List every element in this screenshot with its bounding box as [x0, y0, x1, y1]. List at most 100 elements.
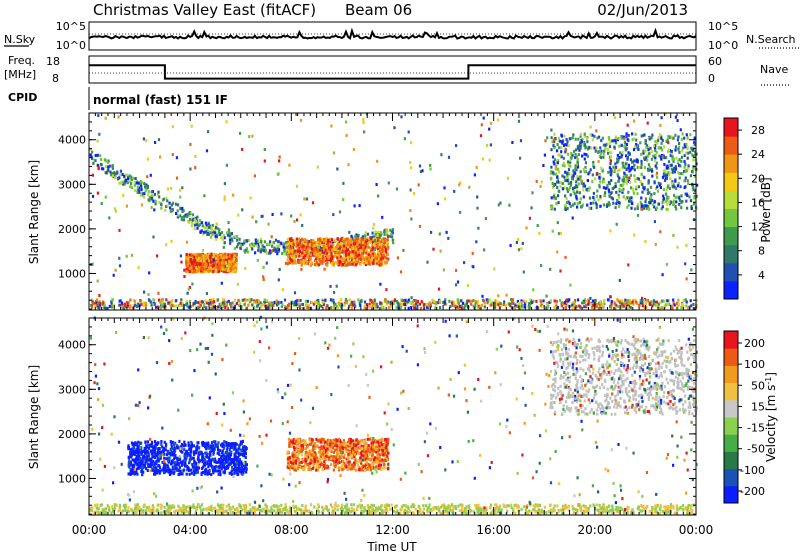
data-cell — [283, 248, 286, 252]
data-cell — [379, 282, 382, 286]
data-cell — [293, 291, 297, 295]
data-cell — [226, 264, 229, 268]
data-cell — [295, 303, 298, 306]
data-cell — [387, 306, 390, 310]
data-cell — [246, 250, 250, 254]
data-cell — [223, 195, 226, 199]
data-cell — [613, 139, 616, 143]
data-cell — [277, 278, 280, 282]
data-cell — [391, 235, 394, 239]
data-cell — [601, 136, 604, 140]
data-cell — [684, 145, 687, 149]
data-cell — [162, 197, 165, 201]
data-cell — [129, 298, 132, 302]
data-cell — [649, 168, 652, 172]
data-cell — [184, 213, 187, 217]
data-cell — [337, 301, 340, 305]
data-cell — [368, 302, 371, 306]
data-cell — [580, 140, 583, 144]
data-cell — [499, 301, 502, 305]
data-cell — [186, 257, 190, 261]
data-cell — [626, 205, 629, 209]
data-cell — [199, 256, 202, 260]
data-cell — [362, 250, 365, 254]
data-cell — [91, 173, 94, 177]
data-cell — [96, 191, 99, 195]
data-cell — [416, 302, 419, 306]
data-cell — [539, 184, 542, 188]
data-cell — [443, 300, 446, 304]
data-cell — [225, 303, 228, 307]
data-cell — [188, 299, 191, 303]
data-cell — [583, 140, 586, 144]
data-cell — [351, 250, 354, 254]
data-cell — [210, 226, 213, 230]
data-cell — [655, 161, 658, 165]
data-cell — [640, 203, 643, 206]
data-cell — [654, 164, 657, 168]
data-cell — [405, 300, 408, 304]
data-cell — [133, 304, 136, 308]
data-cell — [572, 133, 575, 137]
data-cell — [147, 190, 150, 194]
data-cell — [670, 135, 673, 139]
data-cell — [558, 190, 561, 194]
data-cell — [128, 180, 132, 184]
data-cell — [278, 244, 281, 248]
data-cell — [360, 299, 363, 303]
data-cell — [360, 258, 363, 262]
data-cell — [666, 185, 669, 189]
data-cell — [196, 215, 199, 219]
data-cell — [118, 303, 121, 307]
data-cell — [130, 186, 133, 190]
data-cell — [567, 168, 571, 172]
data-cell — [619, 151, 622, 155]
data-cell — [127, 177, 130, 181]
data-cell — [332, 255, 335, 259]
data-cell — [560, 301, 563, 305]
data-cell — [561, 140, 564, 144]
data-cell — [185, 267, 188, 271]
data-cell — [566, 207, 569, 211]
data-cell — [322, 252, 325, 256]
data-cell — [629, 306, 632, 309]
data-cell — [295, 304, 298, 308]
data-cell — [379, 231, 382, 234]
data-cell — [486, 144, 489, 147]
data-cell — [618, 144, 621, 148]
data-cell — [433, 300, 436, 304]
data-cell — [137, 181, 140, 185]
data-cell — [678, 176, 681, 180]
data-cell — [591, 305, 594, 309]
data-cell — [566, 179, 569, 182]
data-cell — [568, 186, 572, 190]
data-cell — [229, 269, 232, 273]
data-cell — [657, 181, 660, 185]
data-cell — [673, 303, 676, 307]
data-cell — [315, 301, 318, 305]
data-cell — [254, 238, 257, 242]
colorbar-swatch — [724, 208, 738, 228]
data-cell — [678, 145, 681, 149]
data-cell — [335, 254, 338, 258]
data-cell — [381, 260, 384, 264]
data-cell — [228, 231, 231, 235]
data-cell — [608, 304, 612, 308]
data-cell — [608, 142, 611, 146]
data-cell — [627, 203, 630, 207]
data-cell — [223, 182, 226, 186]
data-cell — [94, 154, 97, 157]
data-cell — [357, 298, 360, 302]
data-cell — [326, 261, 329, 265]
data-cell — [584, 146, 587, 150]
data-cell — [281, 303, 284, 307]
data-cell — [133, 181, 136, 185]
data-cell — [667, 150, 670, 153]
data-cell — [410, 166, 413, 170]
data-cell — [625, 178, 628, 182]
data-cell — [169, 303, 172, 307]
data-cell — [180, 215, 183, 219]
data-cell — [303, 251, 306, 254]
data-cell — [342, 237, 345, 241]
data-cell — [645, 154, 648, 158]
